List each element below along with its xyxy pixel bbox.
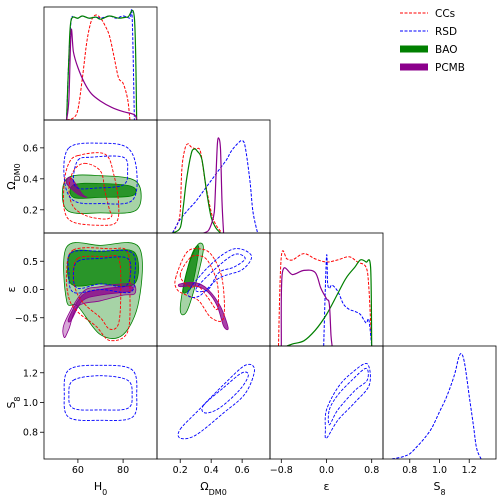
legend-label-pcmb: PCMB: [435, 62, 465, 74]
x-axis-label-Om: ΩDM0: [200, 480, 227, 497]
contour-rsd-H0-S8-inner: [68, 375, 133, 411]
y-tick-label-Om: 0.6: [23, 143, 38, 154]
x-tick-label-S8: 1.0: [432, 465, 447, 476]
contour-rsd-H0-Om-inner: [72, 155, 129, 190]
legend-label-rsd: RSD: [435, 26, 457, 38]
y-tick-label-S8: 0.8: [23, 428, 38, 439]
contour-rsd-eps-S8-inner: [327, 367, 369, 426]
legend: CCs RSD BAO PCMB: [400, 8, 465, 74]
x-axis-label-S8: S8: [433, 480, 445, 497]
panel-frame: [382, 345, 497, 460]
panel-H0-marginal: [66, 8, 138, 120]
marginal-curve-rsd-eps: [323, 254, 373, 346]
panel-frame: [269, 232, 384, 347]
y-tick-label-Om: 0.4: [23, 174, 38, 185]
contour-rsd-H0-Om-outer: [63, 142, 138, 205]
panel-H0-vs-S8: [63, 364, 138, 421]
x-tick-label-S8: 1.2: [462, 465, 477, 476]
x-tick-label-H0: 80: [117, 465, 129, 476]
marginal-curve-pcmb-Om: [203, 137, 225, 233]
x-tick-label-eps: −0.8: [270, 465, 293, 476]
legend-label-ccs: CCs: [435, 8, 455, 20]
y-axis-label-eps: ε: [5, 286, 18, 292]
contour-ccs-H0-Om-inner: [68, 162, 113, 220]
marginal-curve-pcmb-H0: [66, 28, 138, 120]
y-tick-label-eps: 0.0: [23, 285, 38, 296]
panel-eps-marginal: [278, 250, 373, 346]
y-tick-label-eps: −0.5: [15, 313, 38, 324]
marginal-curve-bao-eps: [286, 259, 373, 346]
marginal-curve-rsd-H0: [66, 8, 135, 120]
marginal-curve-ccs-Om: [172, 143, 223, 233]
marginal-curve-pcmb-eps: [280, 267, 333, 346]
marginal-curve-rsd-S8: [391, 352, 482, 459]
marginal-curve-bao-Om: [172, 148, 221, 233]
panel-Om-vs-S8: [177, 363, 255, 440]
contour-ccs-Om-eps-inner: [179, 254, 219, 311]
contour-bao-Om-eps-inner: [182, 245, 200, 294]
contour-bao-H0-Om-inner: [69, 182, 137, 199]
contour-rsd-Om-eps-inner: [195, 253, 246, 293]
legend-swatch-pcmb: [400, 63, 428, 71]
y-tick-label-S8: 1.0: [23, 398, 38, 409]
x-tick-label-H0: 60: [72, 465, 84, 476]
marginal-curve-ccs-eps: [278, 250, 373, 346]
panel-frame: [269, 345, 384, 460]
x-axis-label-H0: H0: [94, 480, 107, 497]
panel-eps-vs-S8: [324, 363, 371, 439]
contour-rsd-eps-S8-outer: [324, 363, 371, 439]
panel-H0-vs-eps: [62, 242, 143, 342]
contour-bao-Om-eps-outer: [179, 242, 204, 316]
panel-frame: [43, 345, 158, 460]
contour-ccs-Om-eps-outer: [174, 248, 225, 322]
contour-pcmb-H0-eps-inner: [67, 285, 134, 323]
x-tick-label-Om: 0.6: [235, 465, 250, 476]
x-tick-label-S8: 0.8: [402, 465, 417, 476]
contour-rsd-H0-eps-outer: [67, 249, 136, 294]
panel-frame: [43, 6, 158, 121]
y-axis-label-Om: ΩDM0: [5, 163, 22, 190]
panel-Om-marginal: [172, 137, 259, 233]
x-tick-label-eps: 0.8: [364, 465, 379, 476]
y-tick-label-Om: 0.2: [23, 205, 38, 216]
panel-H0-vs-Om: [61, 142, 142, 226]
y-axis-label-S8: S8: [5, 396, 22, 408]
panel-Om-vs-eps: [174, 242, 253, 331]
legend-label-bao: BAO: [435, 44, 457, 56]
contour-ccs-H0-eps-inner: [72, 255, 122, 330]
y-tick-label-eps: 0.5: [23, 257, 38, 268]
contour-ccs-H0-Om-outer: [63, 152, 120, 226]
contour-rsd-Om-S8-inner: [201, 371, 249, 414]
contour-rsd-H0-eps-inner: [72, 256, 132, 290]
legend-swatch-bao: [400, 45, 428, 53]
x-axis-label-eps: ε: [324, 480, 330, 493]
panel-frame: [156, 345, 271, 460]
panel-frame: [156, 232, 271, 347]
x-tick-label-Om: 0.4: [204, 465, 219, 476]
contour-ccs-H0-eps-outer: [65, 247, 131, 342]
marginal-curve-bao-H0: [66, 9, 138, 120]
y-tick-label-S8: 1.2: [23, 368, 38, 379]
panel-S8-marginal: [391, 352, 482, 459]
contour-rsd-Om-S8-outer: [177, 363, 255, 440]
contour-rsd-H0-S8-outer: [63, 364, 138, 421]
contour-rsd-Om-eps-outer: [187, 248, 253, 298]
x-tick-label-Om: 0.2: [173, 465, 188, 476]
marginal-curve-ccs-H0: [66, 14, 131, 120]
x-tick-label-eps: 0.0: [319, 465, 334, 476]
